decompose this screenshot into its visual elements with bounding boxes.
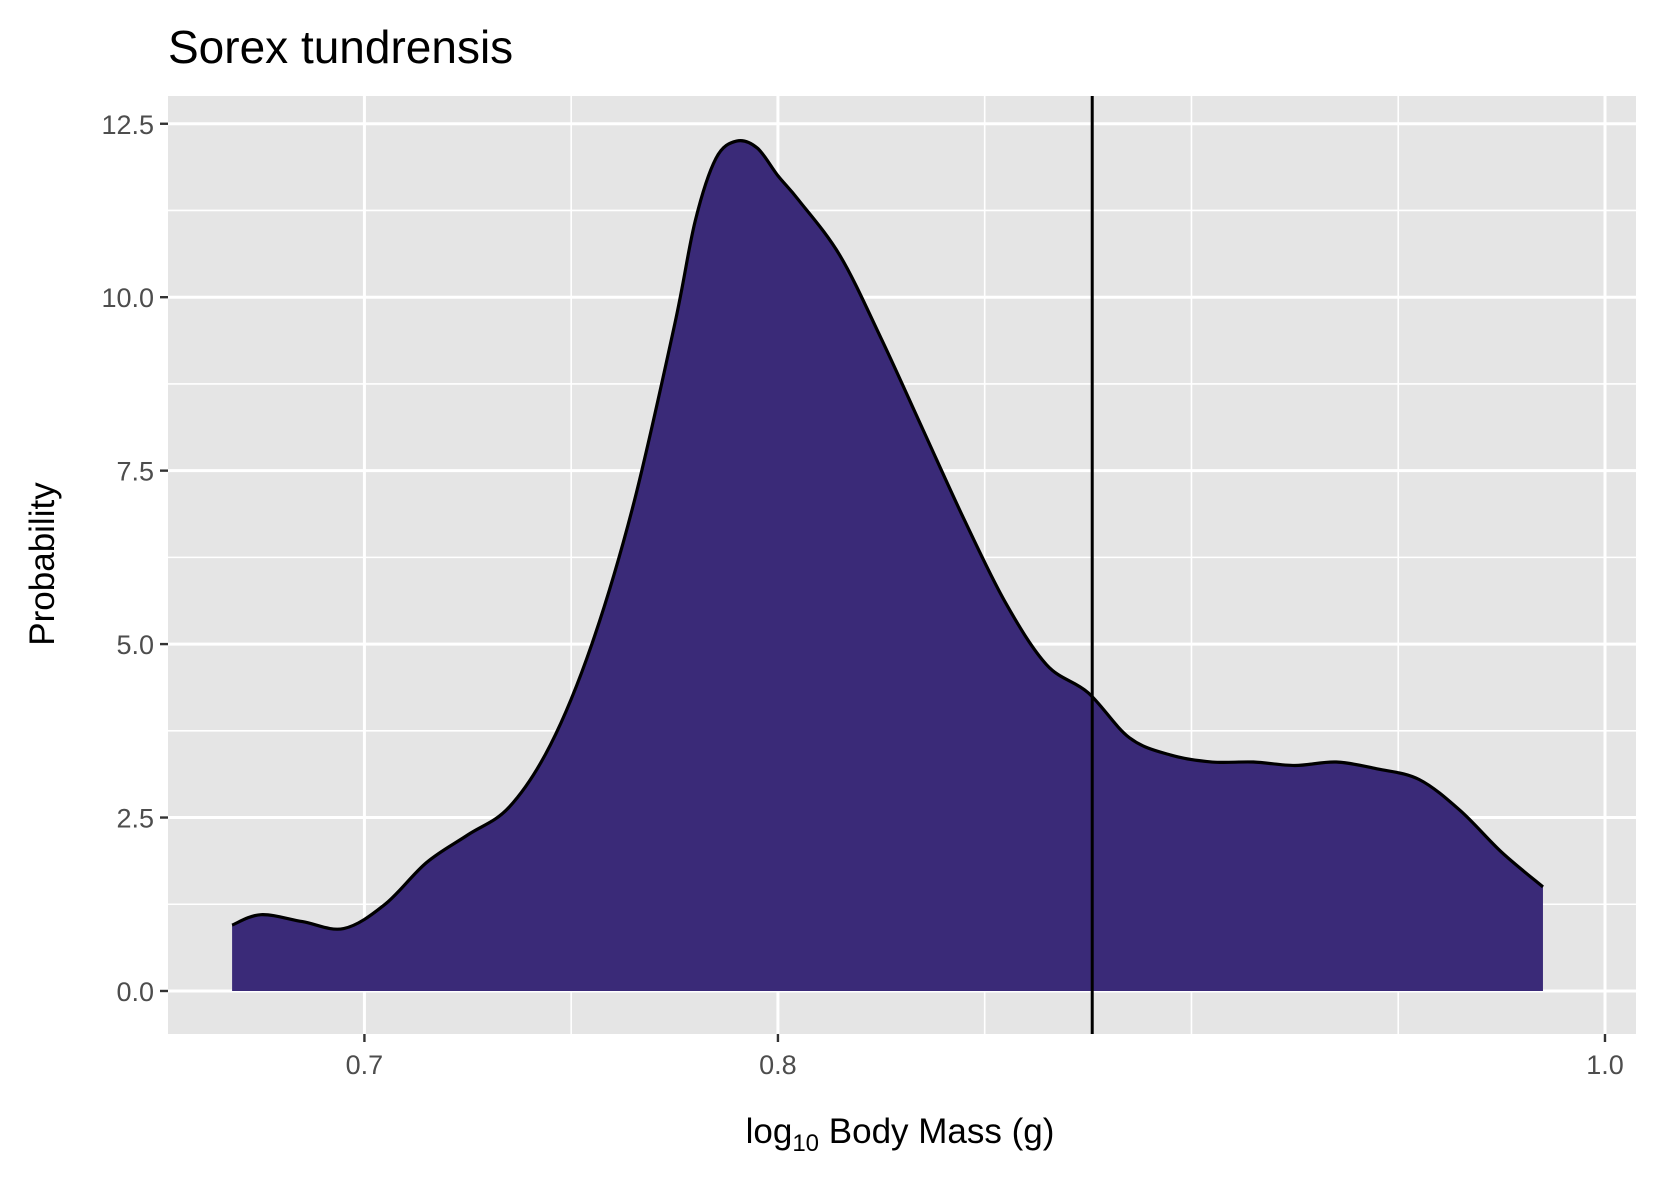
y-axis-title: Probability <box>23 482 62 646</box>
x-axis-title-suffix: Body Mass (g) <box>819 1112 1054 1151</box>
x-tick-label: 0.7 <box>346 1050 384 1080</box>
y-axis-ticks: 0.0 2.5 5.0 7.5 10.0 12.5 <box>101 110 168 1007</box>
y-tick-label: 7.5 <box>116 457 154 487</box>
y-tick-label: 10.0 <box>101 283 154 313</box>
density-area <box>232 140 1543 991</box>
x-axis-title: log10 Body Mass (g) <box>746 1112 1055 1157</box>
x-tick-label: 1.0 <box>1586 1050 1624 1080</box>
chart-title: Sorex tundrensis <box>168 21 513 73</box>
y-tick-label: 0.0 <box>116 977 154 1007</box>
x-axis-title-subscript: 10 <box>792 1130 819 1157</box>
x-axis-title-prefix: log <box>746 1112 793 1151</box>
x-tick-label: 0.8 <box>759 1050 797 1080</box>
y-tick-label: 12.5 <box>101 110 154 140</box>
x-axis-ticks: 0.7 0.8 1.0 <box>346 1034 1624 1080</box>
y-tick-label: 5.0 <box>116 630 154 660</box>
y-tick-label: 2.5 <box>116 804 154 834</box>
density-curve-line <box>231 139 1544 931</box>
